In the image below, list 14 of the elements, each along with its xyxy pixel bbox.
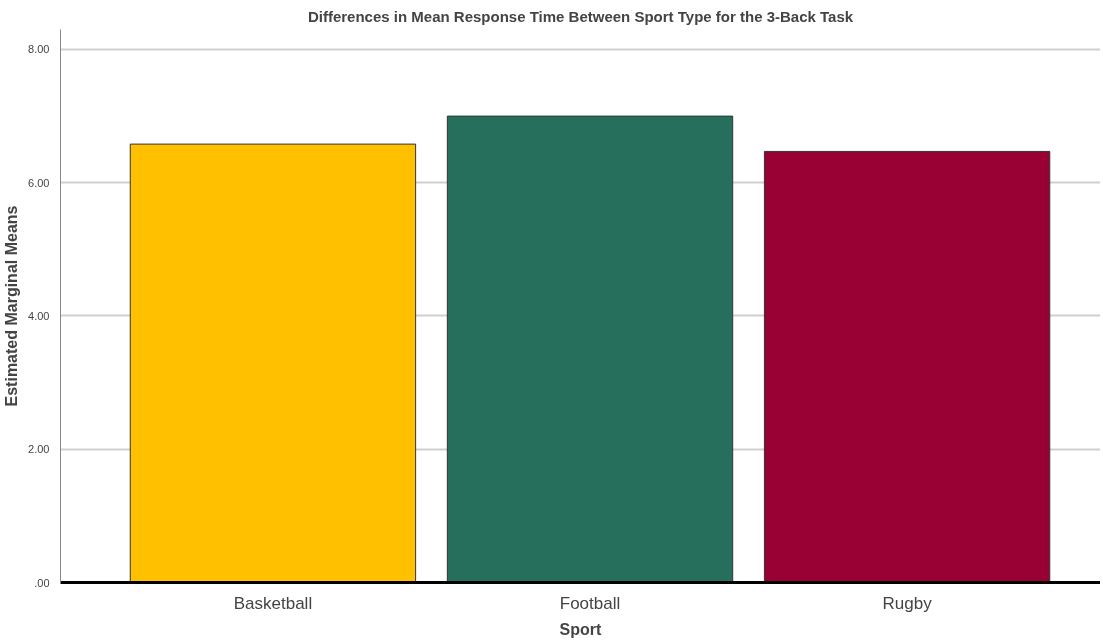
bar (129, 143, 417, 583)
y-tick-label: 8.00 (28, 43, 50, 56)
y-tick-label: 2.00 (28, 443, 50, 456)
y-tick-label: 4.00 (28, 309, 50, 322)
bar (446, 115, 734, 583)
y-tick-label: 6.00 (28, 176, 50, 189)
x-tick-label: Basketball (233, 593, 313, 613)
chart-title: Differences in Mean Response Time Between Sport Type for the 3-Back Task (307, 7, 854, 25)
bar (763, 150, 1051, 583)
y-tick-label: .00 (34, 576, 50, 589)
x-axis-title: Sport (559, 620, 603, 638)
x-tick-label: Football (559, 593, 621, 613)
y-axis-title: Estimated Marginal Means (3, 205, 21, 407)
x-tick-label: Rugby (882, 593, 933, 613)
